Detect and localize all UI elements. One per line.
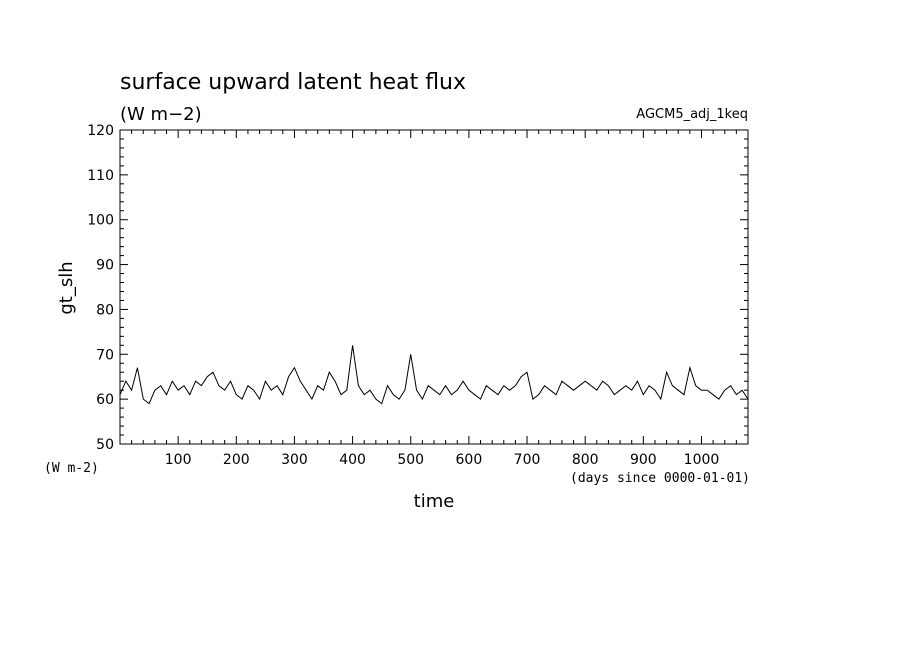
y-tick-label: 110 [87,168,114,184]
x-tick-label: 100 [165,452,192,468]
y-tick-label: 120 [87,123,114,139]
x-tick-label: 1000 [684,452,720,468]
series-line [119,345,749,405]
y-tick-label: 60 [96,392,114,408]
plot-frame [119,129,749,445]
plot-area: 50 60 70 80 90 100 110 120 100 200 300 400 500 600 70… [87,123,749,468]
x-axis-label: time [414,491,455,512]
y-tick-label: 90 [96,258,114,274]
x-tick-label: 200 [223,452,250,468]
chart-units: (W m−2) [120,104,202,125]
chart-title: surface upward latent heat flux [120,70,466,95]
y-tick-label: 70 [96,347,114,363]
x-units-label: (days since 0000-01-01) [570,471,750,486]
y-tick-label: 80 [96,302,114,318]
x-tick-label: 500 [397,452,424,468]
y-tick-label: 100 [87,213,114,229]
x-tick-label: 800 [572,452,599,468]
y-tick-label: 50 [96,437,114,453]
run-label: AGCM5_adj_1keq [636,107,748,122]
x-tick-label: 600 [456,452,483,468]
x-tick-label: 700 [514,452,541,468]
x-tick-label: 400 [339,452,366,468]
x-axis: 100 200 300 400 500 600 700 800 900 1000 [131,130,737,468]
y-axis: 50 60 70 80 90 100 110 120 [87,123,748,453]
x-tick-label: 300 [281,452,308,468]
series-group [119,345,749,405]
x-tick-label: 900 [630,452,657,468]
y-units-label: (W m-2) [44,461,99,476]
y-axis-label: gt_slh [56,261,77,314]
